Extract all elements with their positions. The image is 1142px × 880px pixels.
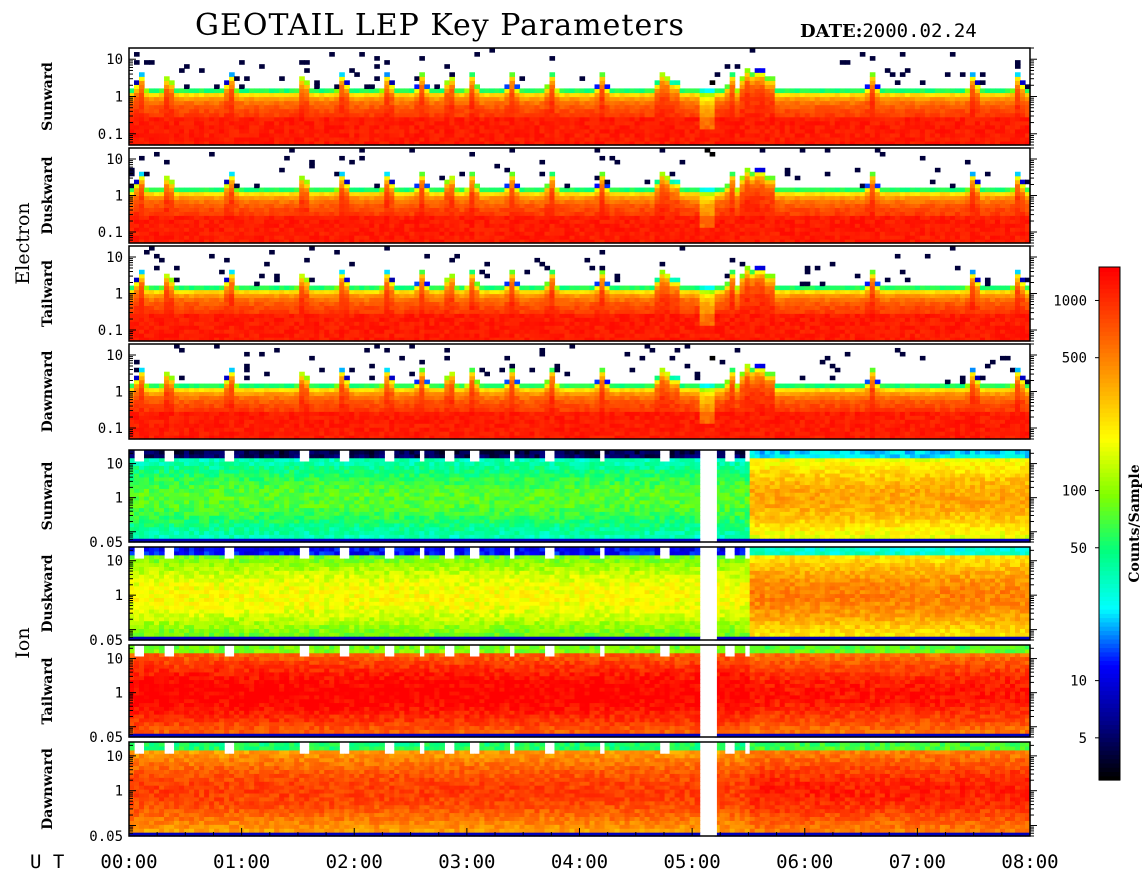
y-tick-label: 1	[115, 287, 123, 303]
colorbar-tick-label: 100	[1062, 484, 1087, 500]
y-tick-label: 10	[106, 250, 123, 266]
time-tick-label: 03:00	[438, 851, 495, 873]
colorbar-tick-label: 50	[1070, 541, 1087, 557]
group-label-ion: Ion	[12, 627, 34, 658]
panel-label: Dawnward	[40, 748, 56, 830]
y-tick-label: 10	[106, 52, 123, 68]
y-tick-label: 0.1	[98, 225, 123, 241]
time-tick-label: 01:00	[213, 851, 270, 873]
colorbar-label: Counts/Sample	[1127, 464, 1142, 582]
y-tick-label: 10	[106, 152, 123, 168]
panel-label: Tailward	[40, 657, 56, 724]
time-tick-label: 06:00	[776, 851, 833, 873]
y-tick-label: 1	[115, 90, 123, 106]
y-tick-label: 1	[115, 491, 123, 507]
panel-ion-dawnward: 10 1 0.05 Dawnward	[40, 741, 1037, 845]
y-tick-label: 10	[106, 457, 123, 473]
y-tick-label: 0.1	[98, 323, 123, 339]
time-tick-label: 07:00	[889, 851, 946, 873]
y-tick-label: 1	[115, 189, 123, 205]
y-tick-label: 1	[115, 686, 123, 702]
panel-label: Tailward	[40, 260, 56, 327]
y-tick-label: 0.05	[89, 535, 123, 551]
y-tick-label: 10	[106, 749, 123, 765]
y-tick-label: 1	[115, 385, 123, 401]
panel-label: Duskward	[40, 156, 56, 234]
y-tick-label: 0.05	[89, 730, 123, 746]
time-tick-label: 05:00	[664, 851, 721, 873]
time-tick-label: 04:00	[551, 851, 608, 873]
panel-label: Sunward	[40, 461, 56, 530]
panel-electron-dawnward: 10 1 0.1 Dawnward	[40, 343, 1037, 440]
panel-ion-tailward: 10 1 0.05 Tailward	[40, 644, 1037, 746]
colorbar-tick-label: 1000	[1053, 293, 1087, 309]
panel-ion-sunward: 10 1 0.05 Sunward	[40, 449, 1037, 551]
y-tick-label: 10	[106, 652, 123, 668]
panel-electron-duskward: 10 1 0.1 Duskward	[40, 147, 1037, 244]
panel-electron-sunward: 10 1 0.1 Sunward	[40, 47, 1037, 146]
y-tick-label: 10	[106, 348, 123, 364]
time-tick-label: 08:00	[1001, 851, 1058, 873]
panel-label: Sunward	[40, 62, 56, 131]
chart-title: GEOTAIL LEP Key Parameters	[0, 8, 880, 43]
panel-electron-tailward: 10 1 0.1 Tailward	[40, 245, 1037, 342]
colorbar-tick-label: 500	[1062, 351, 1087, 367]
y-tick-label: 0.1	[98, 127, 123, 143]
y-tick-label: 0.05	[89, 829, 123, 845]
y-tick-label: 0.1	[98, 421, 123, 437]
panel-label: Duskward	[40, 554, 56, 632]
time-axis: 00:00 01:00 02:00 03:00 04:00 05:00 06:00 07:00…	[100, 828, 1059, 873]
date-display: DATE:2000.02.24	[800, 20, 977, 42]
group-label-electron: Electron	[12, 202, 34, 284]
panel-ion-duskward: 10 1 0.05 Duskward	[40, 546, 1037, 649]
time-tick-label: 00:00	[100, 851, 157, 873]
y-tick-label: 0.05	[89, 633, 123, 649]
panel-frame	[128, 546, 1031, 641]
colorbar: 1000 500 100 50 10 5 Counts/Sample	[1053, 266, 1142, 781]
y-tick-label: 10	[106, 554, 123, 570]
colorbar-tick-label: 5	[1079, 731, 1087, 747]
panel-frame	[128, 644, 1031, 738]
y-tick-label: 1	[115, 784, 123, 800]
y-tick-label: 1	[115, 588, 123, 604]
date-value: 2000.02.24	[862, 20, 976, 42]
date-label: DATE:	[800, 21, 862, 42]
panel-frame	[128, 449, 1031, 543]
colorbar-tick-label: 10	[1070, 674, 1087, 690]
x-axis-label: U T	[30, 851, 64, 873]
panel-label: Dawnward	[40, 350, 56, 432]
time-tick-label: 02:00	[326, 851, 383, 873]
